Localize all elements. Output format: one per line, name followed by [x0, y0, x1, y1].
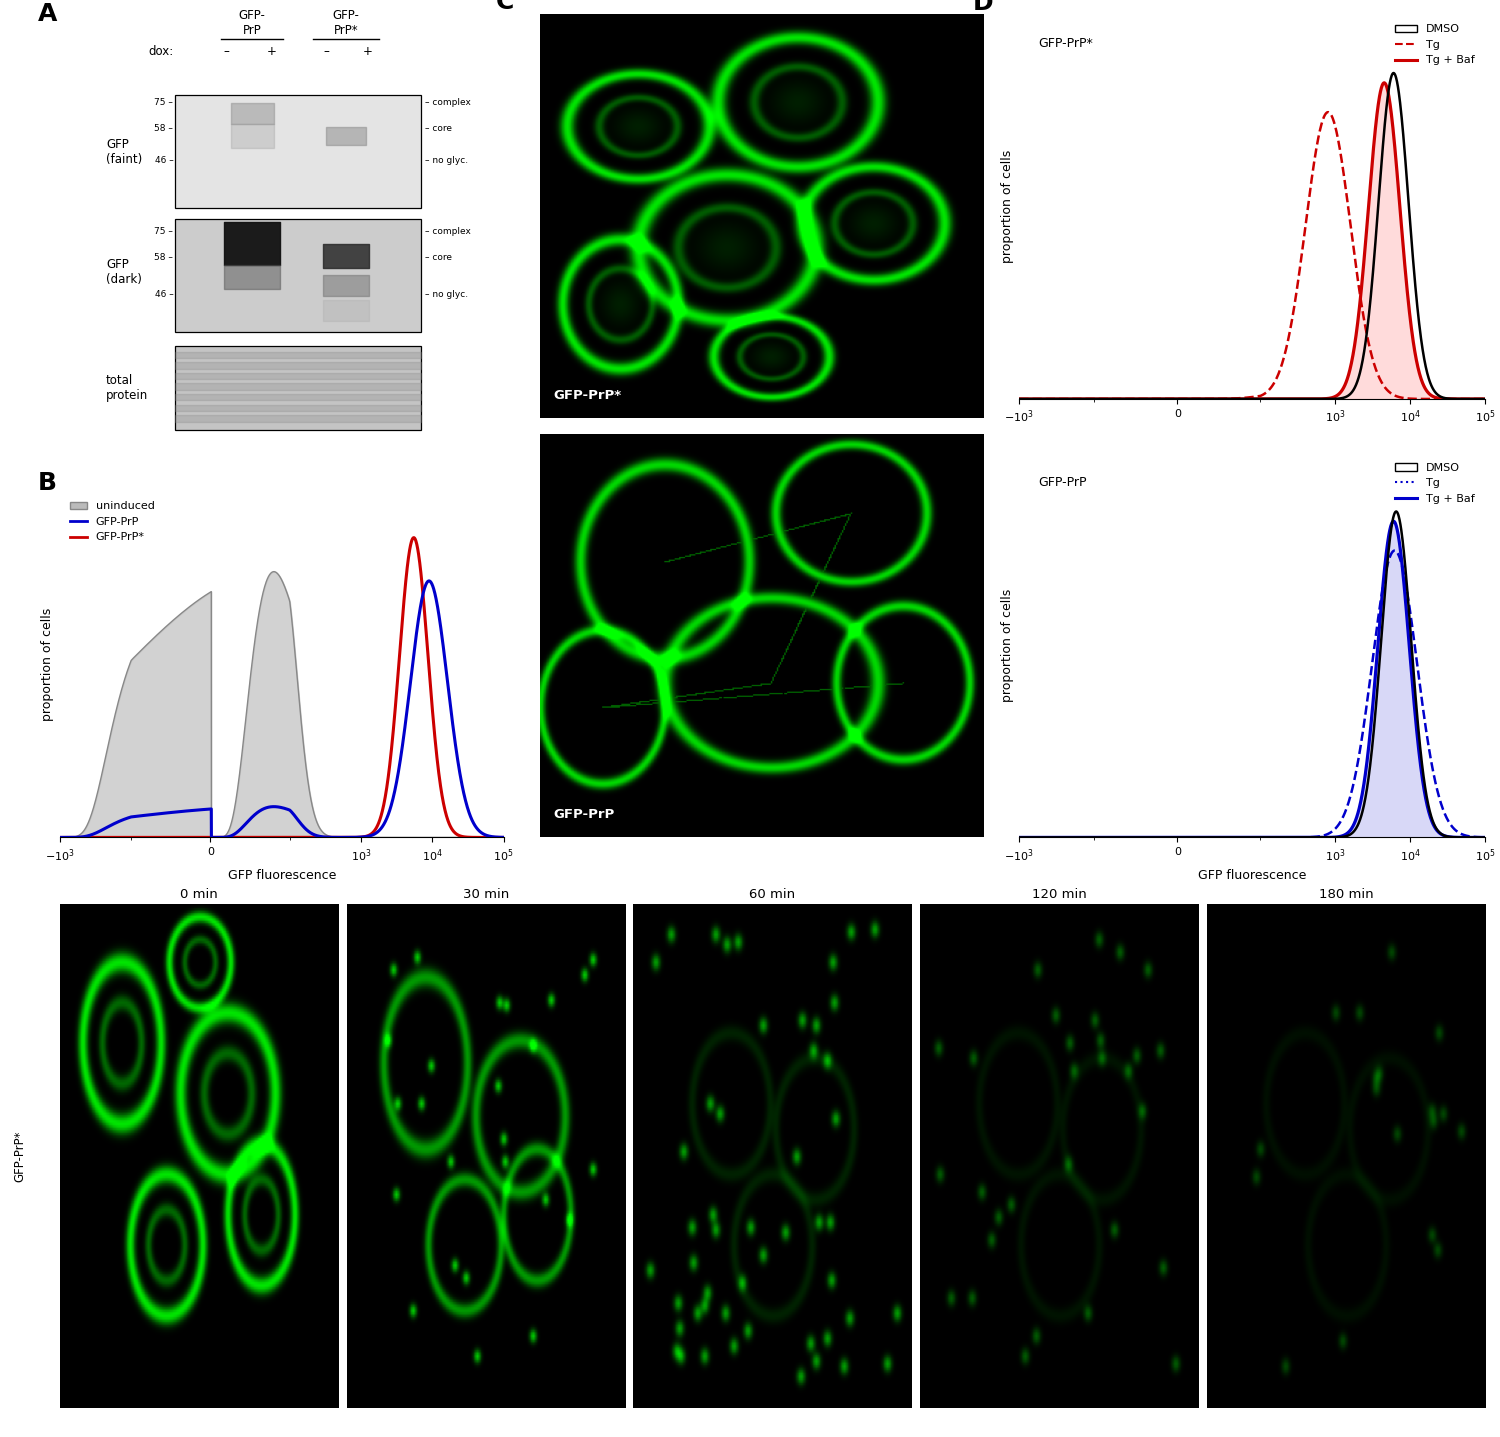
Text: 58 –: 58 –	[154, 253, 174, 262]
Text: – complex: – complex	[424, 227, 471, 236]
Legend: uninduced, GFP-PrP, GFP-PrP*: uninduced, GFP-PrP, GFP-PrP*	[66, 497, 159, 547]
Text: 75 –: 75 –	[154, 98, 174, 106]
Text: B: B	[38, 470, 57, 494]
Text: –: –	[322, 45, 328, 57]
Text: C: C	[495, 0, 513, 14]
Text: 46 –: 46 –	[154, 290, 174, 299]
Text: GFP
(faint): GFP (faint)	[106, 138, 142, 165]
Title: 30 min: 30 min	[462, 888, 509, 901]
Text: GFP-
PrP*: GFP- PrP*	[333, 9, 360, 37]
Text: GFP-
PrP: GFP- PrP	[238, 9, 266, 37]
Bar	[176, 218, 422, 332]
Text: GFP-PrP: GFP-PrP	[1038, 476, 1086, 489]
Text: A: A	[38, 1, 57, 26]
Text: – core: – core	[424, 125, 451, 134]
X-axis label: GFP fluorescence: GFP fluorescence	[1198, 869, 1306, 882]
Text: +: +	[363, 45, 372, 57]
Title: 0 min: 0 min	[180, 888, 218, 901]
Title: 60 min: 60 min	[750, 888, 795, 901]
Legend: DMSO, Tg, Tg + Baf: DMSO, Tg, Tg + Baf	[1390, 20, 1479, 70]
Y-axis label: proportion of cells: proportion of cells	[42, 608, 54, 721]
Text: dox:: dox:	[148, 45, 174, 57]
Legend: DMSO, Tg, Tg + Baf: DMSO, Tg, Tg + Baf	[1390, 458, 1479, 509]
Text: GFP-PrP: GFP-PrP	[554, 808, 614, 822]
Text: 58 –: 58 –	[154, 125, 174, 134]
Bar	[176, 95, 422, 208]
Text: GFP-PrP*: GFP-PrP*	[1038, 37, 1092, 50]
Text: +: +	[267, 45, 278, 57]
Text: –: –	[224, 45, 230, 57]
Bar	[176, 346, 422, 431]
Title: 120 min: 120 min	[1032, 888, 1086, 901]
Text: 46 –: 46 –	[154, 157, 174, 165]
Text: D: D	[972, 0, 993, 16]
Text: GFP-PrP*: GFP-PrP*	[13, 1131, 27, 1181]
Text: GFP
(dark): GFP (dark)	[106, 257, 142, 286]
Text: – core: – core	[424, 253, 451, 262]
Text: 75 –: 75 –	[154, 227, 174, 236]
Text: – no glyc.: – no glyc.	[424, 290, 468, 299]
Text: total
protein: total protein	[106, 374, 148, 402]
Text: – complex: – complex	[424, 98, 471, 106]
Title: 180 min: 180 min	[1318, 888, 1372, 901]
Y-axis label: proportion of cells: proportion of cells	[1000, 149, 1014, 263]
Text: – no glyc.: – no glyc.	[424, 157, 468, 165]
Y-axis label: proportion of cells: proportion of cells	[1000, 589, 1014, 701]
X-axis label: GFP fluorescence: GFP fluorescence	[228, 869, 336, 882]
Text: GFP-PrP*: GFP-PrP*	[554, 388, 621, 402]
